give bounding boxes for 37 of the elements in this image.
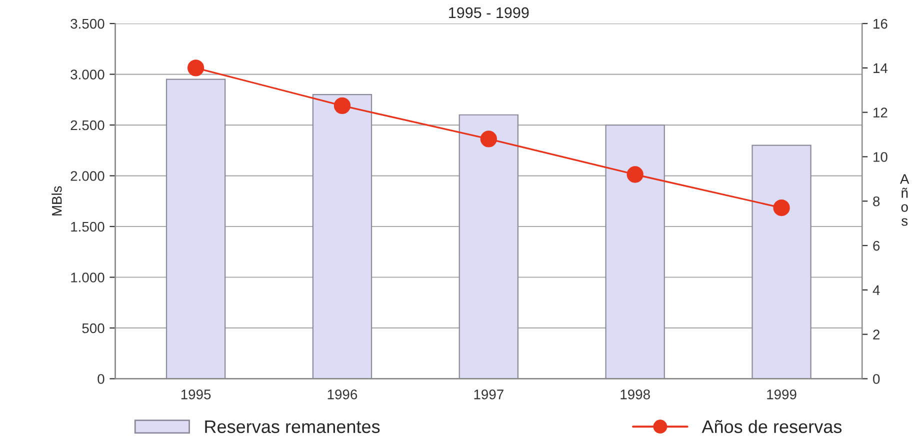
point bbox=[334, 97, 351, 114]
bar bbox=[458, 114, 518, 379]
x-tick-label: 1996 bbox=[328, 390, 358, 400]
y2-tick-label: 8 bbox=[873, 196, 880, 206]
y-tick-label: 2.500 bbox=[70, 120, 104, 130]
y-tick-label: 0 bbox=[98, 374, 104, 384]
bar bbox=[166, 78, 226, 379]
y2-tick-label: 10 bbox=[874, 152, 888, 162]
y-tick-label: 500 bbox=[82, 323, 104, 334]
bar bbox=[752, 144, 812, 379]
chart-title: 1995 - 1999 bbox=[449, 7, 529, 18]
y-tick-label: 2.000 bbox=[70, 171, 104, 181]
x-tick-label: 1999 bbox=[767, 390, 796, 400]
point bbox=[626, 166, 644, 183]
y2-tick-label: 2 bbox=[873, 330, 880, 340]
bar bbox=[312, 94, 372, 379]
y2-tick-label: 6 bbox=[873, 240, 880, 251]
legend-label: Reservas remanentes bbox=[205, 420, 380, 434]
x-tick-label: 1998 bbox=[620, 390, 650, 400]
y-axis-title: MBls bbox=[52, 186, 62, 216]
y-tick-label: 3.500 bbox=[70, 18, 104, 29]
legend-label: Años de reservas bbox=[702, 420, 842, 434]
y2-tick-label: 4 bbox=[872, 285, 880, 295]
y-tick-label: 3.000 bbox=[70, 70, 104, 80]
bar bbox=[605, 124, 665, 379]
x-tick-label: 1997 bbox=[474, 390, 504, 400]
point bbox=[480, 130, 497, 148]
y-tick-label: 1.000 bbox=[71, 272, 104, 282]
y2-tick-label: 12 bbox=[874, 108, 888, 118]
y-tick-label: 1.500 bbox=[71, 222, 104, 232]
y2-tick-label: 0 bbox=[873, 374, 880, 384]
y2-tick-label: 16 bbox=[874, 18, 888, 29]
point bbox=[187, 60, 204, 76]
point bbox=[773, 199, 790, 216]
y2-tick-label: 14 bbox=[874, 63, 888, 73]
y2-axis-title: A ñ o s bbox=[900, 174, 910, 226]
x-tick-label: 1995 bbox=[181, 390, 211, 400]
